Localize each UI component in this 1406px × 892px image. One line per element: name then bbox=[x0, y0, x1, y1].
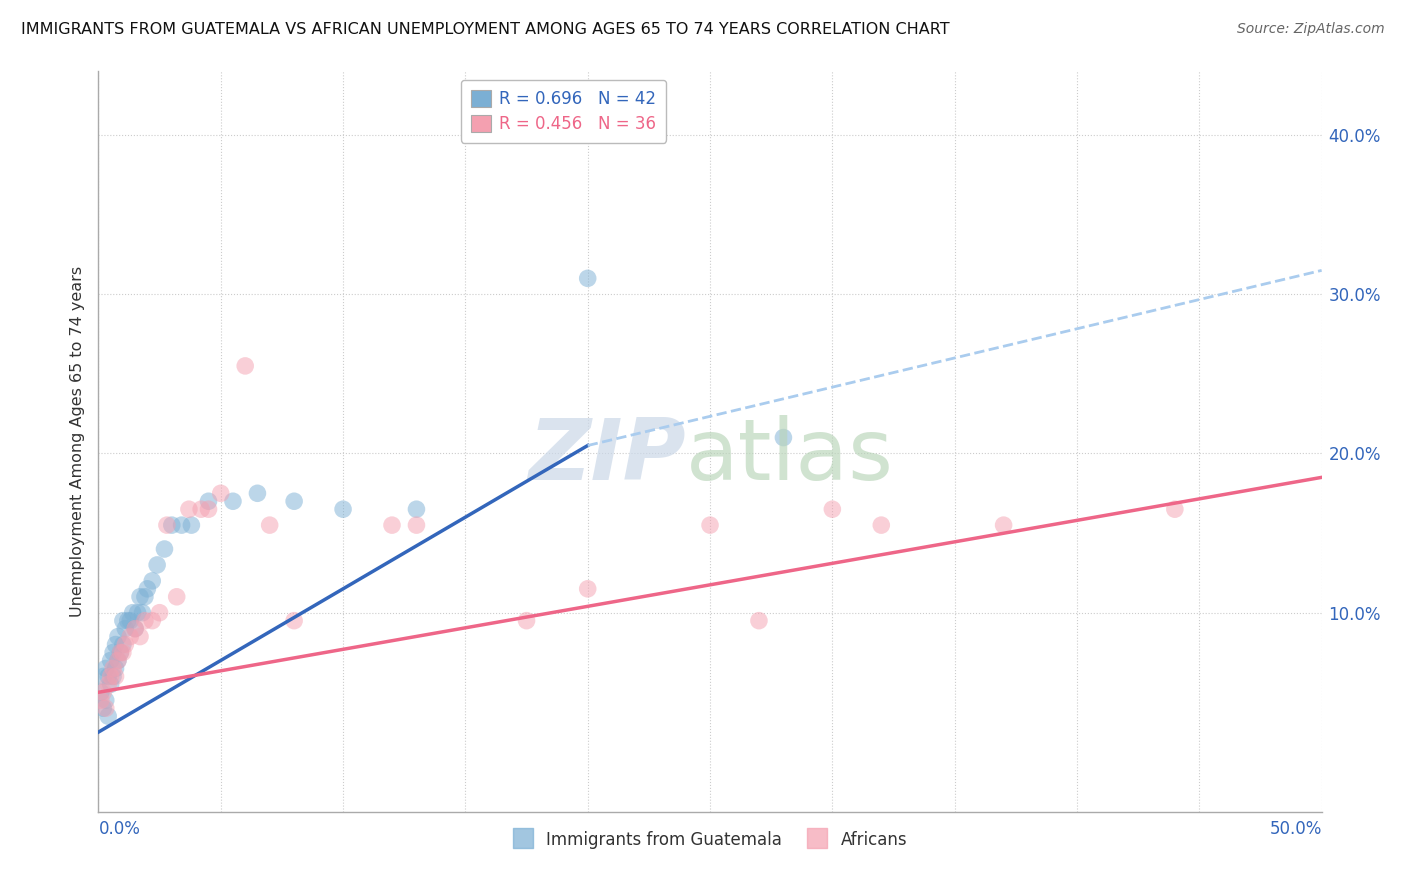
Point bbox=[90, 685, 112, 699]
Point bbox=[576, 582, 599, 596]
Point bbox=[91, 701, 114, 715]
Text: 50.0%: 50.0% bbox=[1270, 820, 1322, 838]
Point bbox=[149, 606, 172, 620]
Text: atlas: atlas bbox=[686, 415, 894, 498]
Point bbox=[124, 622, 146, 636]
Point bbox=[104, 661, 127, 675]
Point bbox=[209, 486, 232, 500]
Text: Source: ZipAtlas.com: Source: ZipAtlas.com bbox=[1237, 22, 1385, 37]
Point bbox=[97, 677, 120, 691]
Point bbox=[121, 606, 143, 620]
Point bbox=[117, 614, 139, 628]
Point bbox=[156, 518, 179, 533]
Point bbox=[259, 518, 281, 533]
Point bbox=[94, 693, 117, 707]
Point bbox=[100, 653, 122, 667]
Point bbox=[153, 541, 176, 556]
Point bbox=[129, 630, 152, 644]
Point bbox=[100, 677, 122, 691]
Point bbox=[166, 590, 188, 604]
Point bbox=[97, 669, 120, 683]
Point bbox=[90, 693, 112, 707]
Point bbox=[100, 669, 122, 683]
Point bbox=[180, 518, 202, 533]
Point bbox=[170, 518, 193, 533]
Point bbox=[748, 614, 770, 628]
Point bbox=[129, 590, 152, 604]
Point bbox=[107, 653, 129, 667]
Point bbox=[124, 622, 146, 636]
Point bbox=[141, 574, 163, 588]
Point bbox=[101, 661, 124, 675]
Point bbox=[283, 494, 305, 508]
Point bbox=[136, 582, 159, 596]
Point bbox=[141, 614, 163, 628]
Point bbox=[381, 518, 404, 533]
Point bbox=[114, 622, 136, 636]
Point bbox=[131, 606, 153, 620]
Point bbox=[91, 669, 114, 683]
Point bbox=[107, 653, 129, 667]
Y-axis label: Unemployment Among Ages 65 to 74 years: Unemployment Among Ages 65 to 74 years bbox=[69, 266, 84, 617]
Legend: Immigrants from Guatemala, Africans: Immigrants from Guatemala, Africans bbox=[506, 823, 914, 855]
Point bbox=[120, 614, 142, 628]
Point bbox=[699, 518, 721, 533]
Point bbox=[190, 502, 212, 516]
Point bbox=[197, 502, 219, 516]
Point bbox=[101, 669, 124, 683]
Point bbox=[101, 646, 124, 660]
Point bbox=[246, 486, 269, 500]
Point bbox=[94, 661, 117, 675]
Point bbox=[993, 518, 1015, 533]
Text: ZIP: ZIP bbox=[527, 415, 686, 498]
Point bbox=[120, 630, 142, 644]
Point bbox=[870, 518, 893, 533]
Text: 0.0%: 0.0% bbox=[98, 820, 141, 838]
Point bbox=[91, 685, 114, 699]
Point bbox=[111, 646, 134, 660]
Point bbox=[97, 709, 120, 723]
Point bbox=[104, 669, 127, 683]
Point bbox=[110, 646, 132, 660]
Point bbox=[160, 518, 183, 533]
Point bbox=[1164, 502, 1187, 516]
Point bbox=[821, 502, 844, 516]
Point bbox=[283, 614, 305, 628]
Point bbox=[110, 646, 132, 660]
Point bbox=[104, 638, 127, 652]
Point bbox=[222, 494, 245, 508]
Point bbox=[134, 590, 156, 604]
Point bbox=[114, 638, 136, 652]
Point bbox=[107, 630, 129, 644]
Point bbox=[405, 502, 427, 516]
Point bbox=[111, 614, 134, 628]
Point bbox=[177, 502, 200, 516]
Point bbox=[233, 359, 256, 373]
Point bbox=[772, 431, 794, 445]
Point bbox=[127, 606, 149, 620]
Point bbox=[197, 494, 219, 508]
Point bbox=[146, 558, 169, 572]
Text: IMMIGRANTS FROM GUATEMALA VS AFRICAN UNEMPLOYMENT AMONG AGES 65 TO 74 YEARS CORR: IMMIGRANTS FROM GUATEMALA VS AFRICAN UNE… bbox=[21, 22, 949, 37]
Point bbox=[515, 614, 537, 628]
Point bbox=[134, 614, 156, 628]
Point bbox=[94, 701, 117, 715]
Point bbox=[332, 502, 354, 516]
Point bbox=[576, 271, 599, 285]
Point bbox=[111, 638, 134, 652]
Point bbox=[405, 518, 427, 533]
